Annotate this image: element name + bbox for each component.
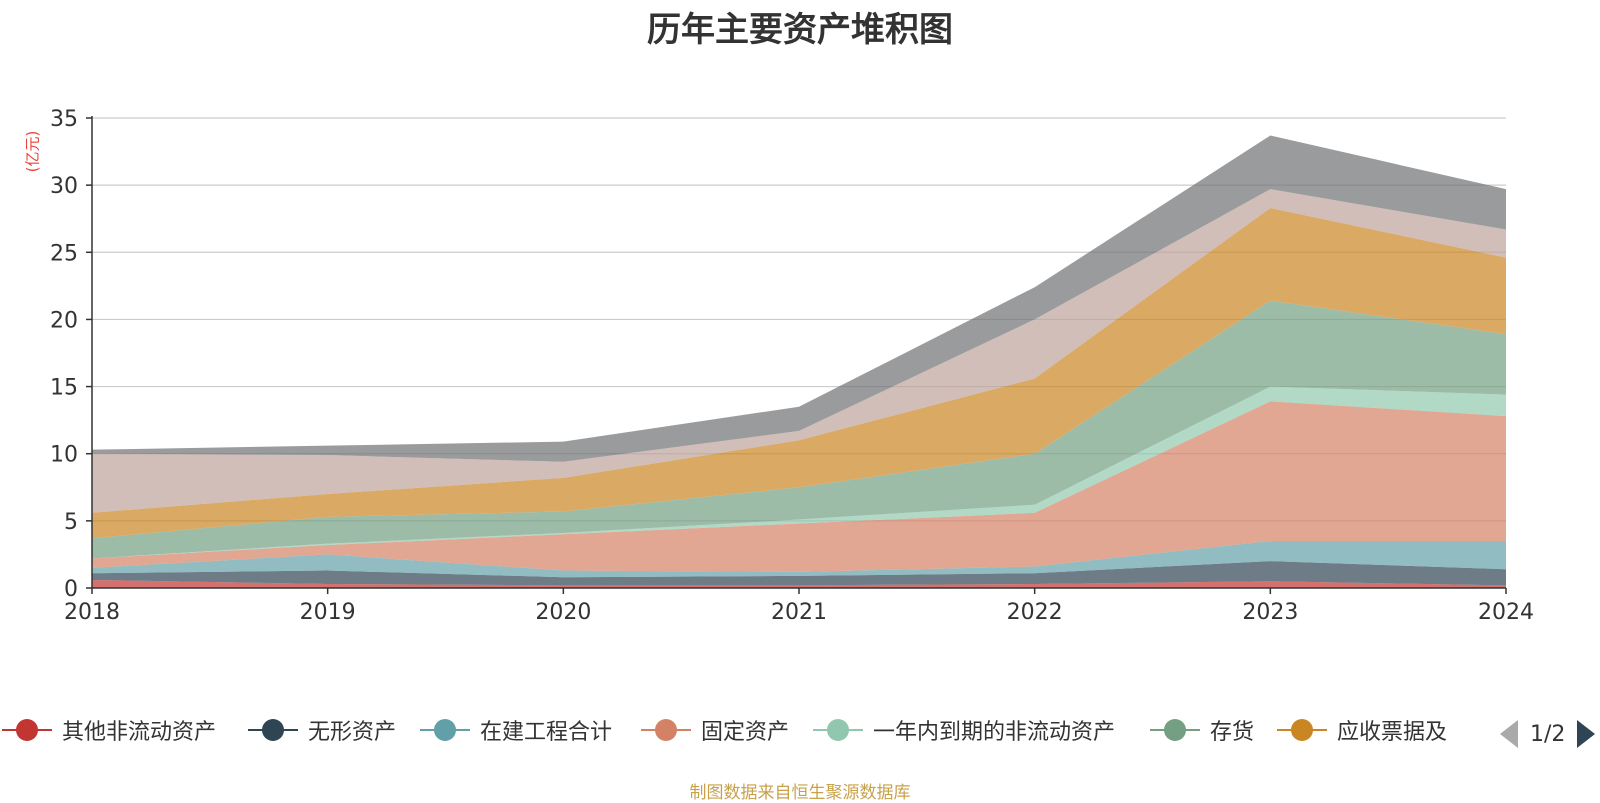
legend-item-intangible-assets[interactable]: 无形资产 [248, 710, 396, 750]
legend-marker [813, 715, 863, 745]
legend-marker [2, 715, 52, 745]
area-series-8 [92, 189, 1506, 513]
legend-marker [1150, 715, 1200, 745]
area-series [92, 135, 1506, 588]
source-note: 制图数据来自恒生聚源数据库 [689, 783, 911, 803]
axes: 0 5 10 15 20 25 30 35 2018 2019 2020 2021 2022 2023 20… [50, 107, 1534, 625]
y-tick-label: 25 [50, 241, 78, 266]
legend-marker [248, 715, 298, 745]
area-series-5 [92, 386, 1506, 559]
legend-label: 其他非流动资产 [62, 720, 217, 745]
x-tick-label: 2019 [300, 600, 356, 625]
area-series-6 [92, 300, 1506, 559]
x-tick-label: 2023 [1242, 600, 1298, 625]
area-series-7 [92, 207, 1506, 539]
legend-next-page-icon[interactable] [1577, 720, 1596, 748]
area-series-1 [92, 579, 1506, 588]
legend-label: 固定资产 [701, 720, 790, 745]
area-series-9 [92, 135, 1506, 462]
y-tick-label: 10 [50, 443, 78, 468]
area-series-4 [92, 401, 1506, 572]
y-tick-label: 30 [50, 174, 78, 199]
legend-item-inventory[interactable]: 存货 [1150, 710, 1254, 750]
y-tick-label: 0 [64, 577, 78, 602]
legend-label: 在建工程合计 [480, 720, 613, 745]
legend-pager: 1/2 [1500, 716, 1596, 752]
legend-item-noncurrent-due-within-year[interactable]: 一年内到期的非流动资产 [813, 710, 1115, 750]
y-tick-label: 35 [50, 107, 78, 132]
x-tick-label: 2021 [771, 600, 827, 625]
legend-item-other-noncurrent-assets[interactable]: 其他非流动资产 [2, 710, 216, 750]
stacked-area-chart: 0 5 10 15 20 25 30 35 2018 2019 2020 2021 2022 2023 20… [50, 107, 1534, 625]
legend-prev-page-icon[interactable] [1500, 720, 1518, 748]
y-tick-label: 20 [50, 308, 78, 333]
y-tick-label: 15 [50, 376, 78, 401]
legend: 其他非流动资产 无形资产 在建工程合计 固定资产 一年内到期的非流动资产 存货 … [0, 710, 1600, 750]
legend-label: 存货 [1210, 720, 1255, 745]
legend-marker [420, 715, 470, 745]
legend-item-construction-in-progress[interactable]: 在建工程合计 [420, 710, 612, 750]
legend-label: 一年内到期的非流动资产 [873, 720, 1116, 745]
chart-title: 历年主要资产堆积图 [647, 10, 953, 50]
legend-marker [641, 715, 691, 745]
y-tick-label: 5 [64, 510, 78, 535]
legend-marker [1277, 715, 1327, 745]
area-series-3 [92, 541, 1506, 578]
legend-label: 应收票据及 [1337, 720, 1448, 745]
x-tick-label: 2022 [1007, 600, 1063, 625]
legend-page-indicator: 1/2 [1530, 721, 1566, 747]
x-tick-label: 2018 [64, 600, 120, 625]
x-tick-label: 2020 [535, 600, 591, 625]
x-tick-label: 2024 [1478, 600, 1534, 625]
legend-item-fixed-assets[interactable]: 固定资产 [641, 710, 789, 750]
legend-item-notes-receivable[interactable]: 应收票据及 [1277, 710, 1447, 750]
legend-label: 无形资产 [308, 720, 397, 745]
